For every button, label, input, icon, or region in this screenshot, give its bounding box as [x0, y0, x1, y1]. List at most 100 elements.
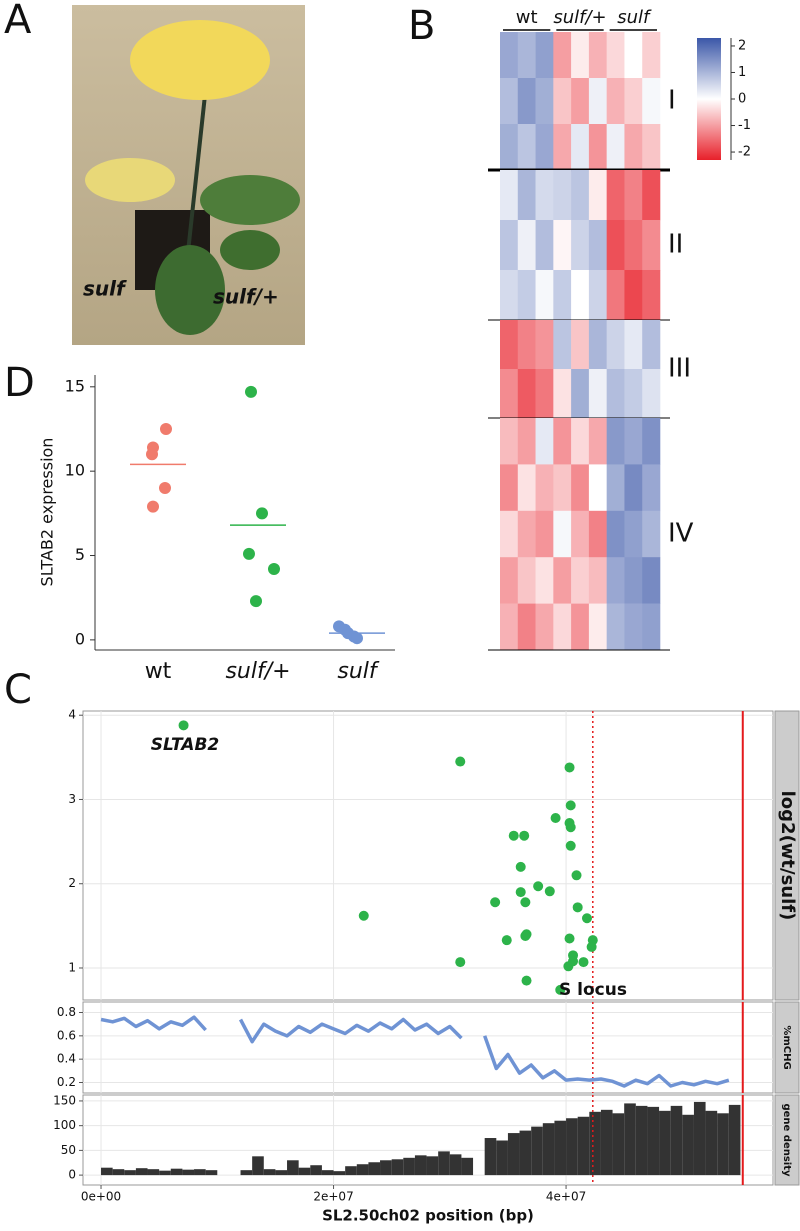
bar: [124, 1170, 136, 1176]
heatmap-cell: [535, 32, 554, 79]
y-tick-label: 0: [75, 629, 85, 648]
bar: [519, 1130, 532, 1176]
heatmap-cell: [571, 603, 590, 651]
heatmap-cell: [517, 603, 536, 651]
heatmap-cell: [571, 418, 590, 465]
heatmap-cell: [642, 557, 661, 604]
heatmap-cell: [606, 220, 625, 271]
data-point: [572, 902, 583, 913]
facet-strip: [774, 710, 800, 1001]
heatmap-cell: [553, 510, 572, 558]
y-tick-label: 0.4: [57, 1052, 76, 1066]
heatmap-cell: [571, 170, 590, 221]
bar: [484, 1138, 497, 1176]
heatmap-cell: [624, 124, 643, 171]
heatmap-cell: [588, 78, 607, 125]
heatmap-cell: [535, 603, 554, 651]
data-point: [520, 930, 531, 941]
heatmap-cell: [535, 320, 554, 370]
heatmap-cell: [624, 320, 643, 370]
heatmap-cell: [571, 124, 590, 171]
heatmap-cell: [606, 32, 625, 79]
cluster-label: I: [668, 86, 676, 116]
bar: [531, 1126, 543, 1176]
heatmap-cell: [553, 32, 572, 79]
y-tick-label: 15: [65, 376, 85, 395]
annotation: SLTAB2: [151, 735, 219, 755]
heatmap-cell: [606, 510, 625, 558]
heatmap-cell: [553, 78, 572, 125]
bar: [333, 1171, 346, 1176]
x-axis-label: SL2.50ch02 position (bp): [322, 1207, 534, 1225]
heatmap-cell: [553, 418, 572, 465]
heatmap-cell: [642, 510, 661, 558]
panel-label: B: [408, 3, 435, 49]
panel-label: D: [4, 360, 35, 406]
heatmap-cell: [535, 510, 554, 558]
heatmap-cell: [588, 220, 607, 271]
bar: [310, 1165, 322, 1176]
heatmap-cell: [624, 170, 643, 221]
heatmap-cell: [553, 320, 572, 370]
yellow-leaves: [130, 20, 270, 100]
bar: [170, 1168, 183, 1176]
x-tick-label: sulf: [337, 659, 380, 684]
bar: [135, 1168, 148, 1176]
y-tick-label: 0.6: [57, 1028, 76, 1042]
heatmap-cell: [535, 124, 554, 171]
data-point: [268, 563, 280, 576]
line-series: [238, 1017, 463, 1044]
heatmap-cell: [517, 170, 536, 221]
column-group-label: sulf/+: [553, 7, 606, 28]
data-point: [178, 720, 189, 731]
heatmap-cell: [500, 418, 519, 465]
panel-background: [82, 710, 774, 1001]
bar: [659, 1110, 671, 1176]
bar: [182, 1169, 195, 1176]
photo-label: sulf: [83, 277, 127, 301]
heatmap-cell: [571, 369, 590, 419]
heatmap-cell: [571, 32, 590, 79]
heatmap-cell: [606, 270, 625, 321]
data-point: [544, 886, 555, 897]
heatmap-cell: [624, 32, 643, 79]
x-tick-label: 2e+07: [313, 1190, 353, 1204]
bar: [670, 1105, 683, 1176]
facet-strip-label: log2(wt/sulf): [777, 791, 798, 921]
data-point: [515, 861, 526, 872]
heatmap-cell: [642, 124, 661, 171]
facet-strip: [774, 1094, 800, 1186]
data-point: [565, 800, 576, 811]
heatmap-cell: [642, 170, 661, 221]
bar: [612, 1113, 625, 1176]
bar: [705, 1110, 718, 1176]
heatmap-cell: [535, 78, 554, 125]
x-tick-label: 0e+00: [81, 1190, 121, 1204]
data-point: [565, 822, 576, 833]
bar: [391, 1159, 404, 1176]
bar: [321, 1170, 334, 1176]
heatmap-cell: [571, 270, 590, 321]
y-tick-label: 0: [68, 1168, 76, 1182]
data-point: [515, 887, 526, 898]
bar: [717, 1113, 729, 1176]
photo: sulf sulf/+: [72, 5, 305, 345]
bar: [287, 1160, 299, 1176]
y-tick-label: 50: [61, 1143, 76, 1157]
heatmap-cell: [642, 270, 661, 321]
heatmap-cell: [624, 418, 643, 465]
data-point: [351, 632, 363, 645]
heatmap-cell: [588, 124, 607, 171]
cluster-label: IV: [668, 519, 694, 549]
data-point: [160, 422, 172, 435]
bar: [147, 1169, 160, 1176]
y-tick-label: 10: [65, 461, 85, 480]
heatmap-cell: [553, 220, 572, 271]
heatmap-cell: [624, 464, 643, 512]
bar: [449, 1154, 462, 1176]
data-point: [578, 957, 589, 968]
data-point: [564, 762, 575, 773]
y-tick-label: 1: [68, 960, 76, 974]
heatmap-cell: [517, 510, 536, 558]
bar: [589, 1111, 601, 1176]
